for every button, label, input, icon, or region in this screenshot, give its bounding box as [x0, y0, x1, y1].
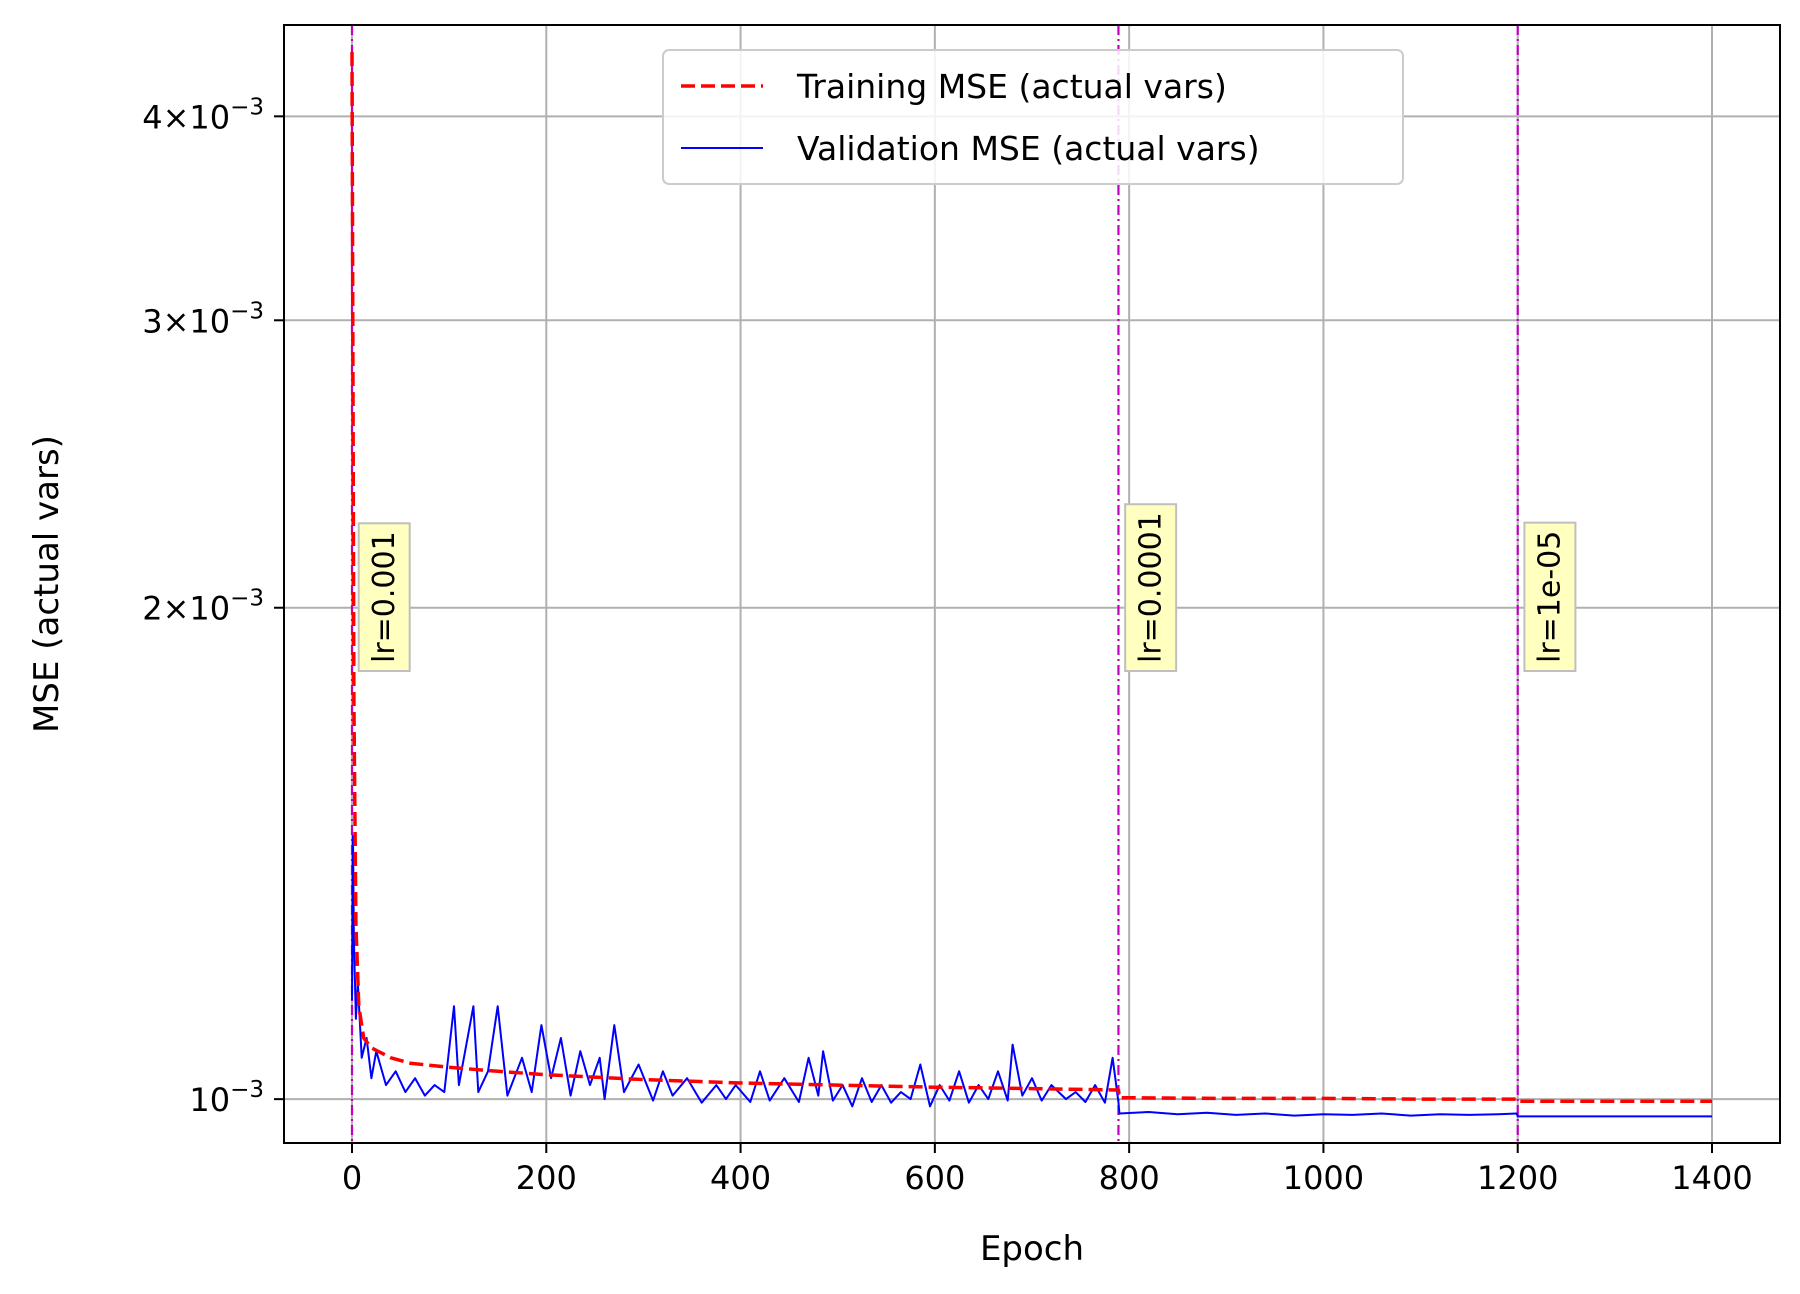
x-tick-label: 600	[904, 1159, 965, 1197]
y-tick-label: 10−3	[189, 1077, 264, 1119]
x-tick-label: 800	[1099, 1159, 1160, 1197]
y-tick-label: 3×10−3	[142, 298, 264, 340]
legend-label-training: Training MSE (actual vars)	[796, 67, 1227, 106]
series	[350, 51, 1712, 1118]
validation-mse-line	[351, 834, 1712, 1118]
lr-annotation-box	[1124, 503, 1178, 673]
x-tick-label: 1400	[1671, 1159, 1752, 1197]
x-tick-label: 200	[516, 1159, 577, 1197]
lr-annotations: lr=0.001 lr=0.0001 lr=1e-05	[357, 503, 1577, 673]
y-tick-label: 4×10−3	[142, 94, 264, 136]
legend: Training MSE (actual vars) Validation MS…	[662, 49, 1404, 185]
x-tick-label: 1200	[1477, 1159, 1558, 1197]
lr-annotation: lr=0.001	[357, 522, 411, 673]
plot-frame	[283, 24, 1781, 1144]
x-axis: 0 200 400 600 800 1000 1200 1400	[342, 1143, 1753, 1197]
x-tick-label: 1000	[1283, 1159, 1364, 1197]
legend-box	[662, 49, 1404, 185]
y-tick-label: 2×10−3	[142, 586, 264, 628]
lr-annotation: lr=1e-05	[1523, 521, 1577, 673]
lr-annotation-label: lr=0.001	[367, 531, 402, 663]
x-axis-label: Epoch	[980, 1229, 1084, 1269]
lr-annotation-box	[357, 522, 411, 673]
lr-annotation-label: lr=0.0001	[1133, 512, 1168, 663]
x-tick-label: 400	[710, 1159, 771, 1197]
training-mse-line	[350, 51, 1712, 1104]
lr-annotation: lr=0.0001	[1124, 503, 1178, 673]
lr-change-lines	[350, 25, 1519, 1143]
x-tick-label: 0	[342, 1159, 362, 1197]
legend-label-validation: Validation MSE (actual vars)	[797, 129, 1260, 168]
y-axis-label: MSE (actual vars)	[27, 435, 67, 733]
lr-annotation-box	[1523, 521, 1577, 673]
y-axis: 4×10−3 3×10−3 2×10−3 10−3	[142, 94, 284, 1119]
lr-annotation-label: lr=1e-05	[1533, 531, 1568, 663]
